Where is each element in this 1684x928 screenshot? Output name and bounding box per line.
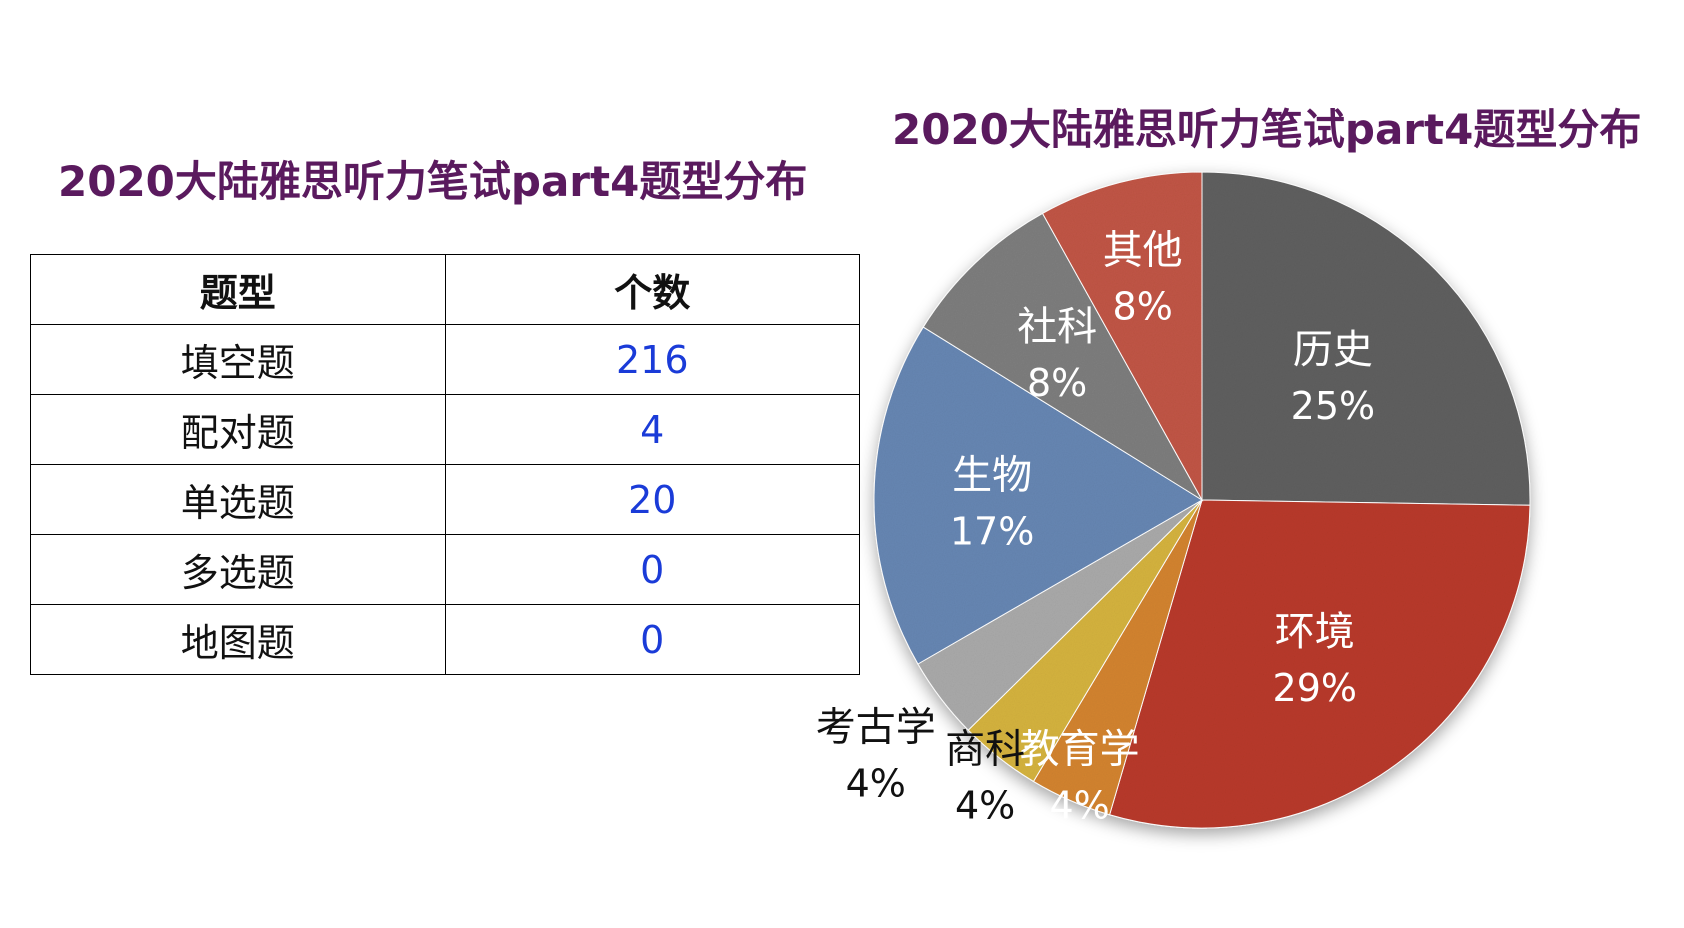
slice-label: 其他 bbox=[1103, 227, 1183, 273]
type-cell: 地图题 bbox=[30, 604, 446, 675]
slice-label: 教育学 bbox=[1020, 726, 1140, 772]
table-header-row: 题型 个数 bbox=[30, 254, 860, 325]
pie-slice-8 bbox=[1041, 171, 1203, 502]
slice-label: 商科 bbox=[945, 727, 1025, 773]
slice-label: 生物 bbox=[952, 453, 1032, 499]
slice-label: 考古学 bbox=[816, 704, 936, 750]
table-title: 2020大陆雅思听力笔试part4题型分布 bbox=[58, 157, 808, 206]
header-count: 个数 bbox=[444, 254, 860, 325]
pie-slice-6 bbox=[873, 326, 1203, 665]
count-cell: 4 bbox=[444, 394, 860, 465]
slice-percent-label: 4% bbox=[846, 761, 906, 805]
slice-label: 环境 bbox=[1275, 609, 1355, 655]
table-row: 多选题 0 bbox=[30, 534, 860, 605]
pie-slice-2 bbox=[1108, 499, 1531, 829]
table-row: 单选题 20 bbox=[30, 464, 860, 535]
chart-title: 2020大陆雅思听力笔试part4题型分布 bbox=[892, 105, 1642, 154]
count-cell: 20 bbox=[444, 464, 860, 535]
count-cell: 0 bbox=[444, 534, 860, 605]
slice-percent-label: 8% bbox=[1113, 284, 1173, 328]
question-type-table: 题型 个数 填空题 216 配对题 4 单选题 20 多选题 0 地图题 0 bbox=[30, 254, 860, 675]
header-type: 题型 bbox=[30, 254, 446, 325]
type-cell: 多选题 bbox=[30, 534, 446, 605]
slice-percent-label: 4% bbox=[1049, 783, 1109, 827]
count-cell: 0 bbox=[444, 604, 860, 675]
slice-percent-label: 29% bbox=[1273, 666, 1357, 710]
pie-slice-1 bbox=[1201, 171, 1531, 506]
type-cell: 配对题 bbox=[30, 394, 446, 465]
slice-percent-label: 25% bbox=[1291, 384, 1375, 428]
slice-label: 历史 bbox=[1293, 327, 1373, 373]
pie-slice-7 bbox=[922, 212, 1204, 502]
count-cell: 216 bbox=[444, 324, 860, 395]
type-cell: 单选题 bbox=[30, 464, 446, 535]
slice-label: 社科 bbox=[1017, 304, 1097, 350]
slice-percent-label: 4% bbox=[955, 784, 1015, 828]
slice-percent-label: 17% bbox=[950, 510, 1034, 554]
table-row: 配对题 4 bbox=[30, 394, 860, 465]
slice-percent-label: 8% bbox=[1027, 361, 1087, 405]
table-row: 填空题 216 bbox=[30, 324, 860, 395]
table-row: 地图题 0 bbox=[30, 604, 860, 675]
type-cell: 填空题 bbox=[30, 324, 446, 395]
